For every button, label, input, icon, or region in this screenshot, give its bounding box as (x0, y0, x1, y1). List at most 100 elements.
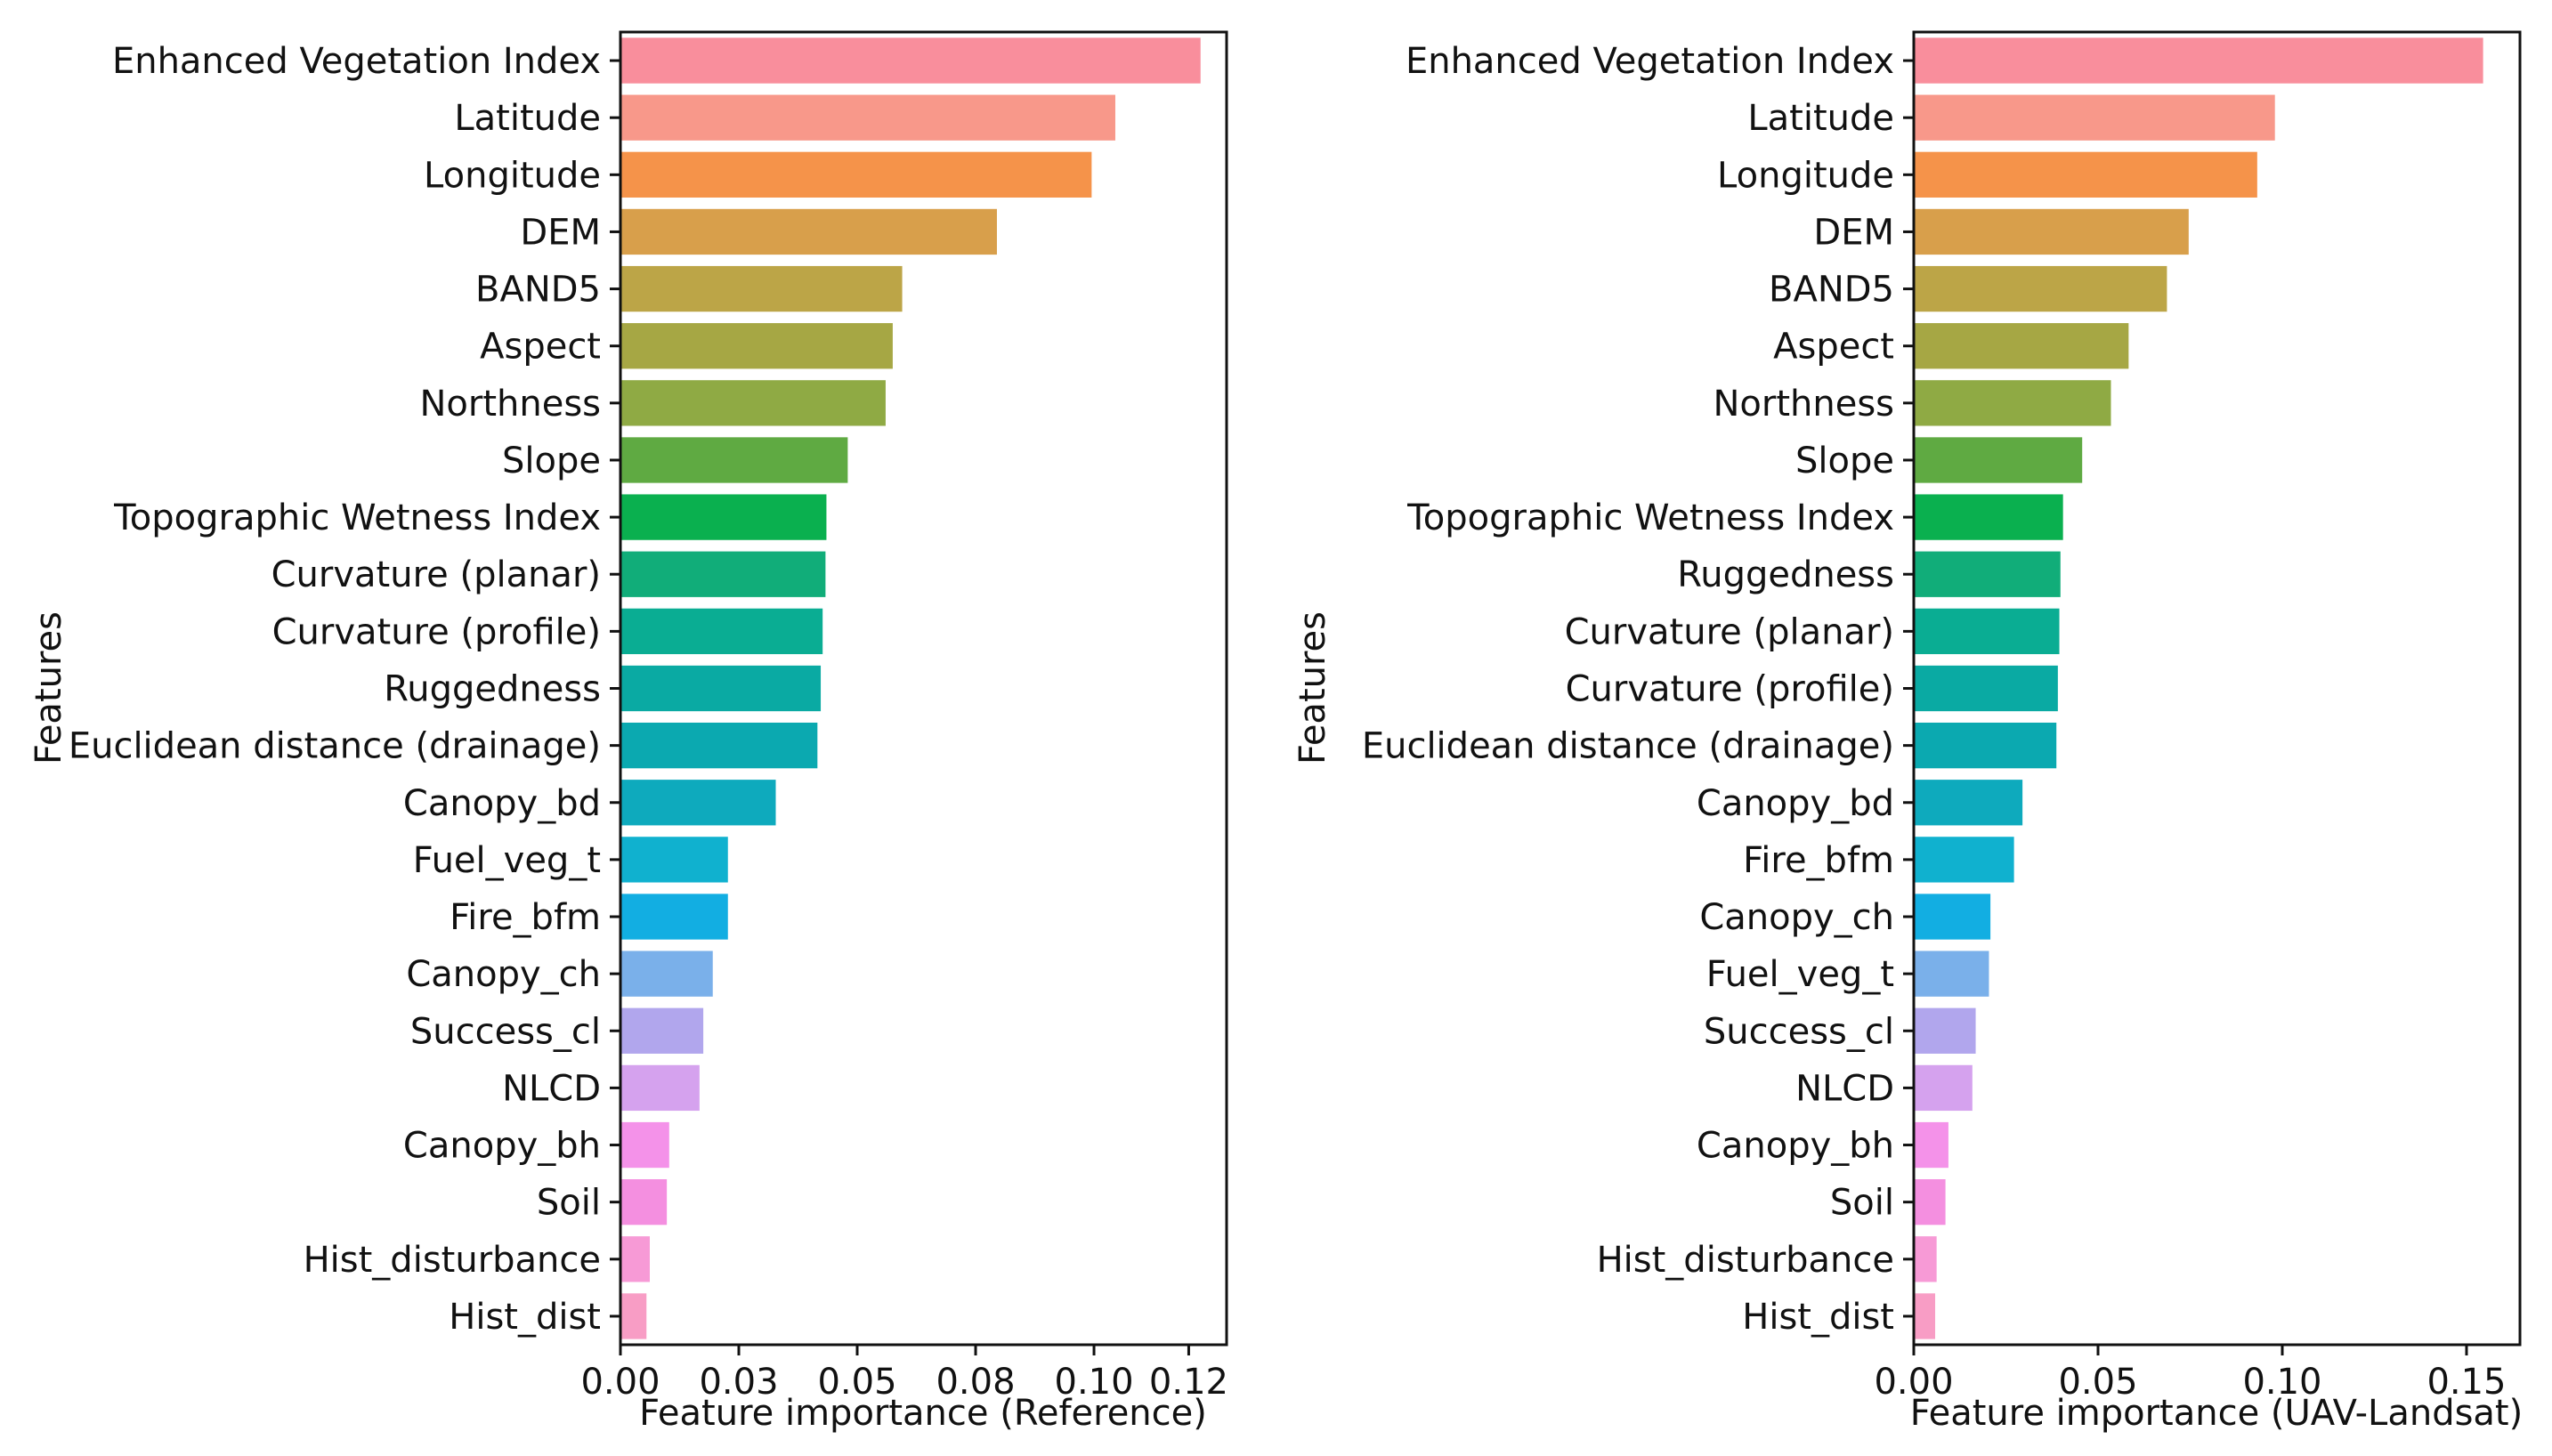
left-y-tick-label-20: Soil (537, 1183, 601, 1224)
left-y-axis-label: Features (28, 611, 69, 764)
right-y-tick-label-9: Ruggedness (1677, 554, 1894, 595)
left-x-tick-label-2: 0.05 (817, 1362, 896, 1403)
right-y-tick-label-19: Canopy_bh (1697, 1126, 1894, 1167)
left-x-tick-label-1: 0.03 (699, 1362, 778, 1403)
left-bar-21 (620, 1236, 650, 1282)
left-y-tick-label-8: Topographic Wetness Index (113, 497, 601, 538)
right-bar-5 (1914, 323, 2129, 369)
right-y-axis-label: Features (1292, 611, 1333, 764)
right-bar-11 (1914, 665, 2058, 712)
left-x-tick-label-4: 0.10 (1055, 1362, 1134, 1403)
right-y-tick-label-22: Hist_dist (1742, 1297, 1894, 1338)
left-y-tick-label-11: Ruggedness (384, 669, 601, 710)
right-y-tick-label-20: Soil (1830, 1183, 1894, 1224)
left-bar-17 (620, 1007, 704, 1054)
right-y-tick-label-0: Enhanced Vegetation Index (1406, 41, 1894, 82)
right-x-tick-label-1: 0.05 (2058, 1362, 2137, 1403)
right-y-tick-label-10: Curvature (planar) (1565, 611, 1894, 652)
left-bar-10 (620, 608, 823, 655)
left-x-axis-label: Feature importance (Reference) (639, 1393, 1207, 1434)
left-y-tick-label-2: Longitude (424, 155, 601, 196)
right-bar-14 (1914, 837, 2014, 883)
left-bar-0 (620, 37, 1201, 84)
right-y-tick-label-7: Slope (1795, 441, 1894, 481)
left-y-tick-label-1: Latitude (454, 98, 601, 139)
left-x-tick-labels: 0.00 0.03 0.05 0.08 0.10 0.12 (580, 1345, 1228, 1403)
right-y-tick-label-14: Fire_bfm (1743, 840, 1894, 881)
right-y-tick-label-2: Longitude (1717, 155, 1894, 196)
right-bar-13 (1914, 780, 2023, 826)
left-bar-16 (620, 950, 713, 997)
right-bar-4 (1914, 265, 2167, 312)
right-axes-frame (1912, 30, 2522, 1347)
left-bar-4 (620, 265, 903, 312)
left-bar-2 (620, 151, 1092, 198)
right-bar-9 (1914, 551, 2061, 597)
right-bar-21 (1914, 1236, 1937, 1282)
right-x-tick-labels: 0.00 0.05 0.10 0.15 (1874, 1345, 2507, 1403)
left-bar-14 (620, 837, 728, 883)
right-bar-2 (1914, 151, 2257, 198)
right-panel: Enhanced Vegetation Index Latitude Longitu… (1292, 30, 2523, 1434)
right-bar-1 (1914, 94, 2275, 141)
left-bar-15 (620, 894, 728, 940)
left-y-tick-label-9: Curvature (planar) (271, 554, 601, 595)
right-bar-12 (1914, 722, 2057, 769)
right-y-tick-label-6: Northness (1713, 384, 1894, 425)
left-bar-5 (620, 323, 893, 369)
right-bar-0 (1914, 37, 2483, 84)
left-y-tick-label-22: Hist_dist (449, 1297, 601, 1338)
left-x-tick-label-5: 0.12 (1149, 1362, 1228, 1403)
right-y-tick-label-8: Topographic Wetness Index (1406, 497, 1894, 538)
right-y-tick-labels: Enhanced Vegetation Index Latitude Longitu… (1362, 41, 1914, 1338)
left-y-tick-label-15: Fire_bfm (450, 897, 601, 938)
left-y-tick-label-19: Canopy_bh (403, 1126, 601, 1167)
right-x-tick-label-3: 0.15 (2426, 1362, 2506, 1403)
left-y-tick-label-3: DEM (520, 212, 601, 253)
right-bar-8 (1914, 494, 2063, 540)
left-y-tick-label-12: Euclidean distance (drainage) (69, 726, 601, 767)
left-bar-11 (620, 665, 822, 712)
left-bar-13 (620, 780, 776, 826)
left-bar-12 (620, 722, 818, 769)
right-y-tick-label-12: Euclidean distance (drainage) (1362, 726, 1894, 767)
left-y-tick-label-5: Aspect (480, 327, 601, 368)
left-y-tick-label-10: Curvature (profile) (272, 611, 601, 652)
left-y-tick-labels: Enhanced Vegetation Index Latitude Longitu… (69, 41, 620, 1338)
left-y-tick-label-7: Slope (502, 441, 601, 481)
right-x-axis-label: Feature importance (UAV-Landsat) (1910, 1393, 2523, 1434)
right-y-tick-label-5: Aspect (1773, 327, 1894, 368)
left-bar-9 (620, 551, 826, 597)
right-bar-17 (1914, 1007, 1976, 1054)
right-y-tick-label-3: DEM (1813, 212, 1894, 253)
left-axes-frame (619, 30, 1228, 1347)
left-y-tick-label-0: Enhanced Vegetation Index (112, 41, 601, 82)
right-y-tick-label-1: Latitude (1747, 98, 1894, 139)
right-bar-16 (1914, 950, 1989, 997)
left-y-tick-label-14: Fuel_veg_t (413, 840, 601, 881)
left-bar-22 (620, 1293, 647, 1339)
left-bar-19 (620, 1121, 669, 1169)
right-x-tick-label-2: 0.10 (2242, 1362, 2321, 1403)
left-x-tick-label-0: 0.00 (580, 1362, 660, 1403)
right-bar-3 (1914, 208, 2189, 255)
right-y-tick-label-21: Hist_disturbance (1597, 1240, 1894, 1281)
left-y-tick-label-6: Northness (419, 384, 601, 425)
left-y-tick-label-21: Hist_disturbance (304, 1240, 601, 1281)
left-bar-6 (620, 380, 886, 426)
left-bar-20 (620, 1179, 668, 1225)
left-bar-3 (620, 208, 997, 255)
right-y-tick-label-18: NLCD (1795, 1068, 1894, 1109)
left-bar-18 (620, 1064, 700, 1112)
right-y-tick-label-16: Fuel_veg_t (1706, 954, 1894, 995)
right-y-tick-label-11: Curvature (profile) (1566, 669, 1894, 710)
left-panel: Enhanced Vegetation Index Latitude Longitu… (28, 30, 1228, 1434)
left-y-tick-label-13: Canopy_bd (403, 783, 601, 824)
right-bar-20 (1914, 1179, 1946, 1225)
right-bar-6 (1914, 380, 2111, 426)
left-y-tick-label-16: Canopy_ch (406, 954, 601, 995)
left-y-tick-label-18: NLCD (502, 1068, 601, 1109)
left-bar-7 (620, 437, 848, 483)
right-bar-15 (1914, 894, 1991, 940)
